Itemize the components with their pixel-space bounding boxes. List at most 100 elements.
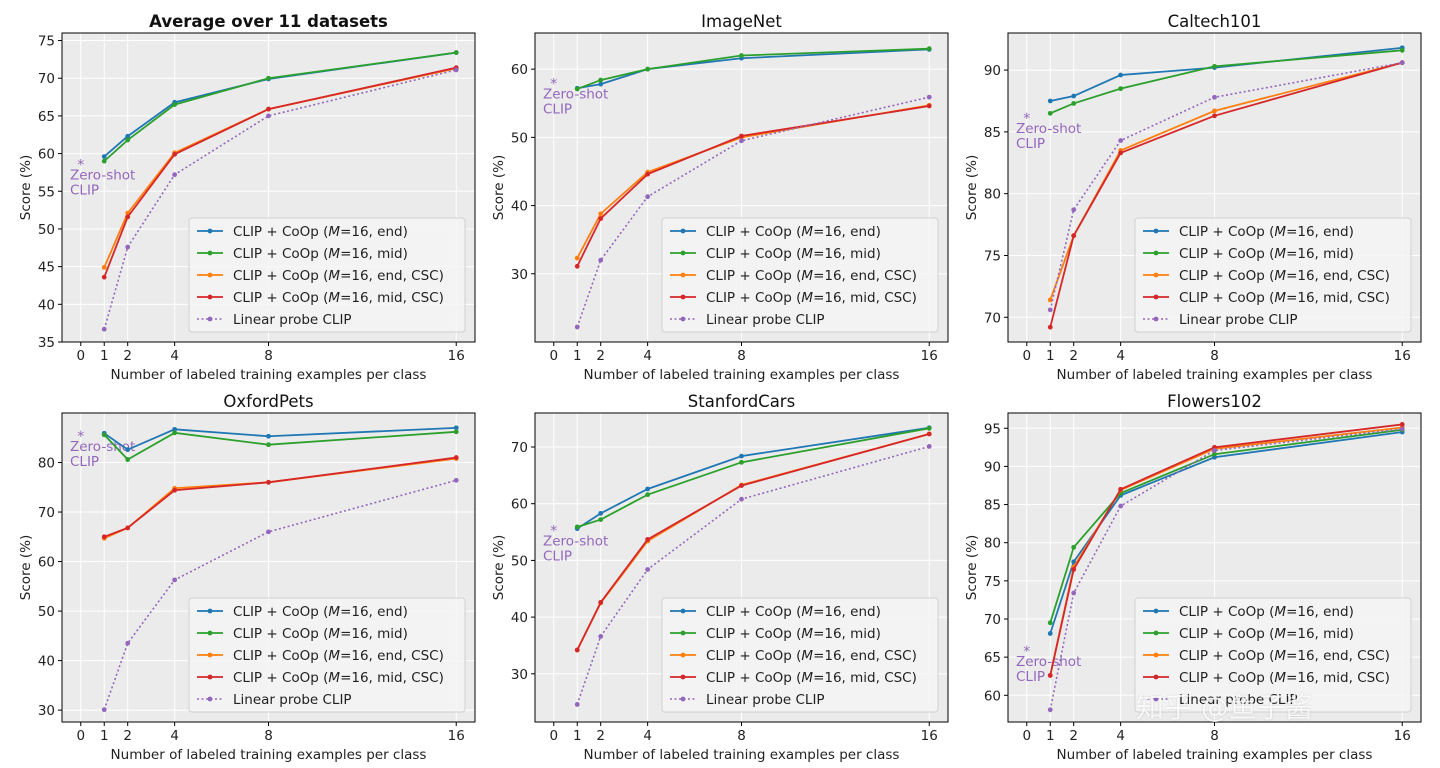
y-tick-label: 95 [984,421,1001,437]
zero-shot-label: Zero-shot [1016,654,1081,670]
data-point-mid [125,137,131,143]
data-point-mid [101,432,107,438]
data-point-mid [598,77,604,83]
y-tick-label: 30 [38,703,55,719]
data-point-end [453,425,459,431]
legend-label: CLIP + CoOp (M=16, mid, CSC) [706,670,917,686]
data-point-linear [1212,94,1217,100]
zero-shot-label: Zero-shot [543,86,608,102]
legend-label: CLIP + CoOp (M=16, end, CSC) [233,648,444,664]
legend-label-part: M [801,246,813,262]
zero-shot-marker: * [550,76,557,92]
legend-label-part: CLIP + CoOp ( [233,290,328,306]
x-tick-label: 0 [1022,348,1031,364]
data-point-mid_csc [1047,324,1053,330]
legend-label-part: M [801,626,813,642]
legend-marker-end [680,228,686,234]
chart-panel-4: 0 1 2 4 8 16 30 40 50 60 70 80 OxfordPets Number of l… [18,392,476,763]
chart-panel-2: 0 1 2 4 8 16 30 40 50 60 ImageNet Number of labeled… [491,12,949,383]
data-point-linear [1399,426,1405,432]
legend-label-part: M [328,626,340,642]
data-point-mid_csc [101,274,107,280]
y-tick-label: 70 [511,440,528,456]
data-point-end [1071,559,1077,565]
legend-marker-end_csc [1153,272,1159,278]
y-tick-label: 80 [38,456,55,472]
data-point-linear [1399,60,1405,66]
legend-marker-mid_csc [680,674,686,680]
y-tick-label: 90 [984,459,1001,475]
legend-label-part: =16, end) [1286,604,1354,620]
y-tick-label: 50 [38,222,55,238]
data-point-end_csc [574,255,580,261]
legend-label-part: =16, mid, CSC) [813,670,917,686]
data-point-mid [1399,47,1405,53]
y-tick-label: 50 [511,553,528,569]
data-point-end_csc [1212,108,1217,114]
legend-label-part: CLIP + CoOp ( [706,604,801,620]
legend-marker-end_csc [1153,652,1159,658]
legend-label-part: =16, mid, CSC) [813,290,917,306]
y-tick-label: 65 [984,650,1001,666]
data-point-mid_csc [1071,233,1077,239]
data-point-end [125,447,131,453]
data-point-linear [574,324,580,330]
data-point-linear [125,640,131,646]
zero-shot-label: CLIP [70,454,99,470]
x-tick-label: 0 [1022,728,1031,744]
legend-label-part: M [801,648,813,664]
zero-shot-label: Zero-shot [543,534,608,550]
data-point-linear [645,567,651,572]
data-point-end [1118,72,1124,78]
legend-label-part: M [1274,224,1286,240]
y-axis-label: Score (%) [18,155,34,220]
y-axis-label: Score (%) [18,535,34,600]
legend-label: CLIP + CoOp (M=16, mid) [706,626,881,642]
data-point-mid_csc [926,103,932,109]
legend-marker-end [207,228,213,234]
legend-box [661,597,939,713]
chart-panel-1: 0 1 2 4 8 16 35 40 45 50 55 60 65 70 75 Average over 11… [18,12,476,383]
legend-label-part: =16, end, CSC) [813,648,917,664]
legend-label-part: CLIP + CoOp ( [1179,604,1274,620]
legend-label-part: =16, mid, CSC) [1286,670,1390,686]
legend: CLIP + CoOp (M=16, end) CLIP + CoOp (M =16… [661,217,939,333]
legend-label: CLIP + CoOp (M=16, end, CSC) [706,648,917,664]
legend-marker-linear [207,316,213,322]
x-axis-label: Number of labeled training examples per … [584,367,900,383]
legend-label: CLIP + CoOp (M=16, end, CSC) [1179,268,1390,284]
x-tick-label: 16 [448,728,465,744]
data-point-linear [125,244,131,250]
y-tick-label: 70 [38,71,55,87]
data-point-linear [645,194,651,200]
zero-shot-marker: * [550,524,557,540]
x-tick-label: 8 [1210,728,1219,744]
legend-label-part: CLIP + CoOp ( [706,648,801,664]
legend-label: CLIP + CoOp (M=16, end) [706,224,881,240]
y-axis-label: Score (%) [491,535,507,600]
legend-marker-mid [1153,630,1159,636]
data-point-mid [125,457,131,462]
x-tick-label: 0 [549,728,558,744]
y-tick-label: 60 [511,497,528,513]
data-point-end [739,453,744,459]
legend-label-part: CLIP + CoOp ( [233,268,328,284]
data-point-mid_csc [1399,422,1405,427]
legend-label-part: CLIP + CoOp ( [1179,290,1274,306]
legend-marker-mid [680,250,686,256]
zero-shot-marker: * [1023,111,1030,127]
y-tick-label: 80 [984,536,1001,552]
y-tick-label: 60 [38,147,55,163]
data-point-mid_csc [172,487,178,493]
legend-box [188,597,466,713]
x-tick-label: 0 [76,728,85,744]
data-point-linear [574,702,580,707]
chart-panel-3: 0 1 2 4 8 16 70 75 80 85 90 Caltech101 Number of lab… [964,12,1422,383]
zero-shot-label: Zero-shot [70,168,135,184]
legend-label-part: CLIP + CoOp ( [706,246,801,262]
x-tick-label: 1 [100,348,109,364]
legend: CLIP + CoOp (M=16, end)CLIP + CoOp (M=16… [1134,217,1412,333]
data-point-linear [266,113,271,119]
x-tick-label: 2 [596,728,605,744]
